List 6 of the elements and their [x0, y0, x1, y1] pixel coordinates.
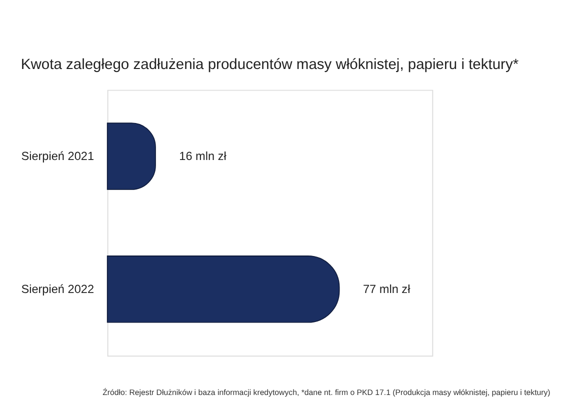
text: Źródło: Rejestr Dłużników i baza informacji kredytowych, *dane nt. firm o PKD 17.1 (Produkcja masy włóknistej, papieru i tektury)	[102, 388, 551, 397]
y-tick-label: Sierpień 2021	[21, 149, 94, 164]
chart-title: Kwota zaległego zadłużenia producentów masy włóknistej, papieru i tektury*	[20, 57, 519, 74]
data-label: 77 mln zł	[362, 282, 411, 296]
y-tick-label: Sierpień 2022	[21, 282, 94, 296]
data-label: 16 mln zł	[179, 149, 227, 164]
